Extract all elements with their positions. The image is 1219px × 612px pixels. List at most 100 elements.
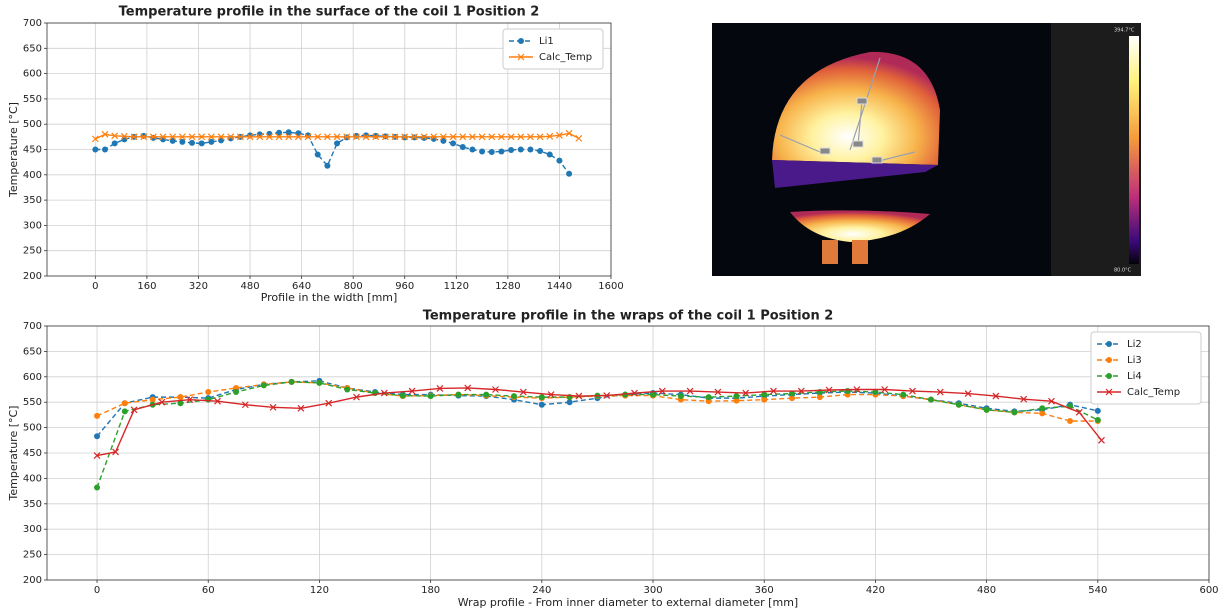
data-point — [410, 133, 418, 141]
x-tick-label: 960 — [395, 281, 414, 292]
data-point — [121, 400, 128, 407]
data-point — [381, 133, 389, 141]
marker-x — [430, 133, 438, 141]
data-point — [353, 132, 360, 139]
data-point — [380, 389, 388, 397]
x-tick-label: 240 — [532, 585, 551, 596]
marker-x — [391, 133, 399, 141]
marker-x — [410, 133, 418, 141]
y-tick-label: 650 — [23, 346, 42, 357]
data-point — [94, 484, 101, 491]
marker-x — [547, 391, 555, 399]
x-tick-label: 60 — [202, 585, 215, 596]
data-point — [372, 132, 379, 139]
data-point — [372, 133, 380, 141]
marker-x — [380, 389, 388, 397]
data-point — [208, 138, 215, 145]
marker-x — [565, 129, 573, 137]
y-tick-label: 450 — [23, 448, 42, 459]
data-point — [650, 391, 657, 398]
x-tick-label: 120 — [310, 585, 329, 596]
marker-x — [372, 133, 380, 141]
data-point — [547, 391, 555, 399]
x-tick-label: 480 — [977, 585, 996, 596]
data-point — [227, 133, 235, 141]
marker-x — [120, 132, 128, 140]
y-tick-label: 250 — [23, 550, 42, 561]
data-point — [314, 151, 321, 158]
legend-marker — [517, 53, 525, 61]
marker-x — [464, 384, 472, 392]
plot-frame — [46, 325, 1210, 581]
y-tick-label: 400 — [23, 170, 42, 181]
marker-x — [497, 133, 505, 141]
data-point — [256, 133, 264, 141]
marker-x — [936, 388, 944, 396]
data-point — [285, 133, 293, 141]
marker-x — [236, 133, 244, 141]
marker-x — [101, 130, 109, 138]
data-point — [508, 147, 515, 154]
data-point — [789, 390, 796, 397]
data-point — [189, 139, 196, 146]
data-point — [816, 394, 823, 401]
series — [93, 384, 1105, 459]
data-point — [217, 133, 225, 141]
y-tick-label: 600 — [23, 372, 42, 383]
data-point — [288, 378, 295, 385]
data-point — [101, 130, 109, 138]
marker-x — [1048, 397, 1055, 405]
marker-x — [285, 133, 293, 141]
legend: Li1 Calc_Temp — [502, 28, 604, 70]
marker-x — [217, 133, 225, 141]
data-point — [478, 133, 486, 141]
data-point — [334, 140, 341, 147]
data-point — [436, 385, 444, 392]
data-point — [498, 148, 505, 155]
data-point — [294, 133, 302, 141]
legend-marker — [1106, 341, 1112, 347]
data-point — [269, 403, 277, 411]
marker-x — [352, 133, 360, 141]
marker-x — [507, 133, 515, 141]
legend-box — [502, 28, 604, 70]
data-point — [853, 386, 861, 393]
x-tick-label: 1440 — [547, 281, 572, 292]
data-point — [111, 132, 119, 140]
marker-x — [241, 401, 249, 409]
data-point — [111, 140, 118, 147]
legend-marker — [1105, 388, 1113, 396]
data-point — [955, 401, 962, 408]
data-point — [761, 391, 768, 398]
x-tick-label: 1120 — [444, 281, 469, 292]
legend-label: Calc_Temp — [539, 52, 592, 63]
x-tick-label: 160 — [137, 281, 156, 292]
data-point — [1075, 408, 1083, 416]
scale-max-label: 394.7°C — [1114, 28, 1135, 34]
data-point — [469, 146, 476, 153]
marker-x — [314, 133, 322, 141]
data-point — [149, 396, 156, 403]
data-point — [770, 387, 777, 395]
data-point — [575, 392, 583, 400]
legend-marker — [1106, 373, 1112, 379]
data-point — [705, 394, 712, 401]
data-point — [186, 396, 194, 404]
x-tick-label: 360 — [755, 585, 774, 596]
marker-x — [517, 133, 525, 141]
y-tick-label: 500 — [23, 423, 42, 434]
marker-x — [246, 133, 254, 141]
data-point — [546, 151, 553, 158]
data-point — [94, 412, 101, 419]
data-point — [324, 162, 331, 169]
data-point — [459, 133, 467, 141]
x-tick-label: 600 — [1199, 585, 1218, 596]
marker-x — [686, 387, 694, 395]
y-tick-label: 250 — [23, 246, 42, 257]
x-tick-label: 0 — [94, 585, 100, 596]
data-point — [488, 133, 496, 141]
marker-x — [1075, 408, 1083, 416]
marker-x — [488, 133, 496, 141]
data-point — [177, 394, 184, 401]
thermal-image: 394.7°C 80.0°C — [712, 23, 1141, 276]
